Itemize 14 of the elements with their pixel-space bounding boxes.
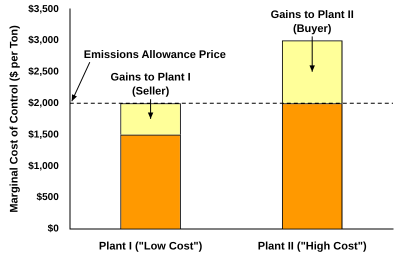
- annotation: Gains to Plant I (Seller): [110, 72, 191, 98]
- y-tick-label: $500: [36, 192, 60, 204]
- y-axis-title: Marginal Cost of Control ($ per Ton): [8, 24, 21, 213]
- y-tick-label: $0: [48, 224, 60, 235]
- y-tick-label: $1,000: [28, 160, 60, 172]
- y-tick-label: $1,500: [28, 129, 60, 140]
- y-tick-label: $3,000: [28, 35, 60, 46]
- x-tick-label: Plant I ("Low Cost"): [98, 240, 203, 252]
- y-tick-label: $2,500: [28, 66, 60, 78]
- annotation: Gains to Plant II (Buyer): [270, 8, 354, 35]
- x-tick-label: Plant II ("High Cost"): [258, 240, 367, 252]
- y-tick-label: $3,500: [28, 4, 60, 15]
- ref-line-label: Emissions Allowance Price: [84, 49, 226, 62]
- y-tick-label: $2,000: [28, 98, 60, 109]
